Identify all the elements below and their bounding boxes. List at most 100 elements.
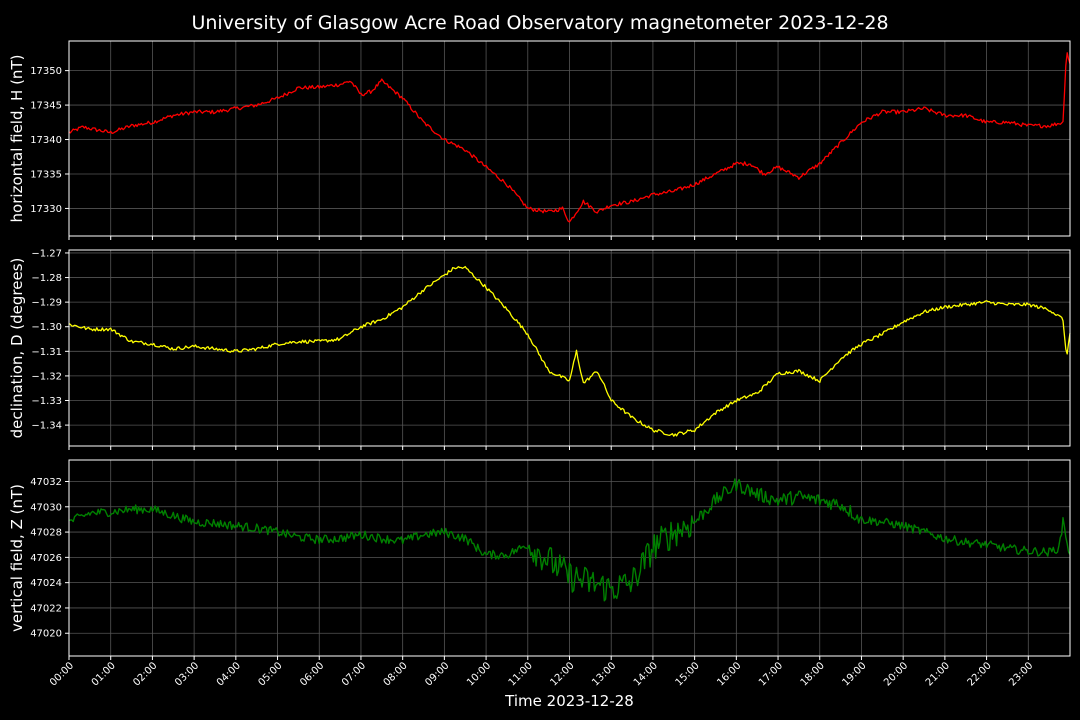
y-tick-label: −1.33 <box>31 396 62 407</box>
data-point <box>673 434 674 435</box>
data-point <box>194 346 195 347</box>
data-point <box>152 343 153 344</box>
x-tick-label: 19:00 <box>840 660 868 688</box>
data-point <box>277 531 278 532</box>
data-point <box>764 173 765 174</box>
data-point <box>944 115 945 116</box>
data-point <box>715 173 716 174</box>
axes-frame <box>68 249 1071 447</box>
data-point <box>819 163 820 164</box>
y-tick-label: −1.29 <box>31 298 62 309</box>
data-point <box>631 582 632 583</box>
data-point <box>444 274 445 275</box>
x-tick-label: 01:00 <box>90 660 118 688</box>
data-point <box>736 400 737 401</box>
data-point <box>757 494 758 495</box>
data-point <box>944 306 945 307</box>
data-point <box>214 523 215 524</box>
data-point <box>548 559 549 560</box>
data-point <box>652 547 653 548</box>
data-point <box>465 149 466 150</box>
data-point <box>944 538 945 539</box>
data-point <box>110 132 111 133</box>
data-point <box>882 111 883 112</box>
data-point <box>562 208 563 209</box>
data-point <box>360 94 361 95</box>
y-tick-label: 17345 <box>30 101 62 112</box>
data-point <box>194 521 195 522</box>
x-tick-label: 11:00 <box>507 660 535 688</box>
data-point <box>454 267 455 268</box>
data-point <box>611 588 612 589</box>
data-point <box>506 309 507 310</box>
y-tick-label: 17335 <box>30 169 62 180</box>
data-point <box>597 211 598 212</box>
x-tick-label: 02:00 <box>131 660 159 688</box>
data-point <box>652 429 653 430</box>
data-point <box>1066 49 1067 50</box>
data-point <box>506 184 507 185</box>
data-point <box>923 531 924 532</box>
data-point <box>110 511 111 512</box>
data-point <box>819 500 820 501</box>
data-point <box>465 267 466 268</box>
y-tick-label: −1.31 <box>31 347 62 358</box>
y-tick-label: −1.27 <box>31 248 62 259</box>
data-point <box>381 319 382 320</box>
data-point <box>715 412 716 413</box>
x-tick-label: 00:00 <box>48 660 76 688</box>
data-point <box>319 539 320 540</box>
data-point <box>569 222 570 223</box>
data-point <box>715 500 716 501</box>
data-point <box>798 496 799 497</box>
chart-panels: 17330 17335 17340 17345 17350 horizontal fiel… <box>8 40 1071 689</box>
data-point <box>965 304 966 305</box>
data-point <box>861 519 862 520</box>
x-tick-label: 10:00 <box>465 660 493 688</box>
data-point <box>583 383 584 384</box>
y-axis-label: vertical field, Z (nT) <box>8 484 26 632</box>
axes-frame <box>68 459 1071 657</box>
data-point <box>569 380 570 381</box>
data-point <box>214 348 215 349</box>
data-point <box>757 393 758 394</box>
data-point <box>360 326 361 327</box>
y-tick-label: 47020 <box>30 629 62 640</box>
data-point <box>673 531 674 532</box>
data-point <box>750 163 751 164</box>
data-point <box>1049 309 1050 310</box>
data-point <box>298 341 299 342</box>
data-point <box>235 525 236 526</box>
data-point <box>89 513 90 514</box>
data-point <box>1066 358 1067 359</box>
x-tick-label: 12:00 <box>548 660 576 688</box>
data-point <box>256 348 257 349</box>
data-point <box>694 184 695 185</box>
data-point <box>89 329 90 330</box>
data-point <box>1062 519 1063 520</box>
data-point <box>152 509 153 510</box>
y-tick-label: −1.30 <box>31 322 62 333</box>
y-tick-label: −1.28 <box>31 273 62 284</box>
series-line <box>68 478 1071 602</box>
data-point <box>173 115 174 116</box>
data-point <box>1049 125 1050 126</box>
data-point <box>1028 550 1029 551</box>
data-point <box>736 483 737 484</box>
data-point <box>360 534 361 535</box>
data-point <box>527 208 528 209</box>
y-tick-label: −1.34 <box>31 421 62 432</box>
y-axis-label: declination, D (degrees) <box>8 258 26 439</box>
data-point <box>506 554 507 555</box>
data-point <box>736 163 737 164</box>
data-point <box>965 115 966 116</box>
data-point <box>298 87 299 88</box>
x-tick-label: 16:00 <box>715 660 743 688</box>
data-point <box>1028 125 1029 126</box>
data-point <box>131 125 132 126</box>
x-tick-labels: 00:00 01:00 02:00 03:00 04:00 05:00 06:00 07:00… <box>48 660 1035 688</box>
data-point <box>903 321 904 322</box>
data-point <box>923 108 924 109</box>
data-point <box>986 302 987 303</box>
